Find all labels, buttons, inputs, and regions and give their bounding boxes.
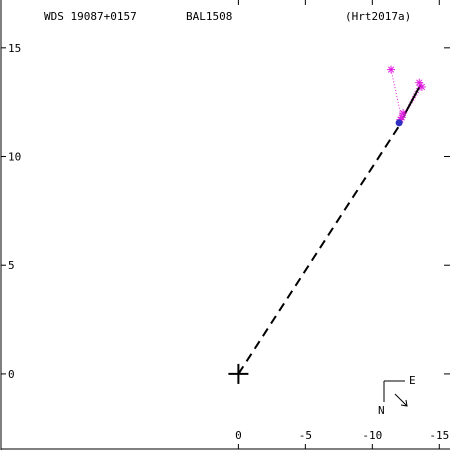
x-tick-label: -5 <box>299 429 312 442</box>
y-tick-label: 10 <box>8 151 21 164</box>
x-tick-label: 0 <box>235 429 242 442</box>
motion-arrow-head <box>400 399 408 407</box>
compass: E N <box>378 374 416 417</box>
x-tick-label: -10 <box>362 429 382 442</box>
compass-north-label: N <box>378 404 385 417</box>
y-tick-label: 15 <box>8 42 21 55</box>
measurement-point <box>387 65 396 74</box>
y-tick-label: 0 <box>8 368 15 381</box>
primary-star-marker <box>228 363 249 384</box>
compass-east-label: E <box>409 374 416 387</box>
motion-arrow-shaft <box>394 393 408 407</box>
orbit-reference: (Hrt2017a) <box>345 10 411 23</box>
wds-designation: WDS 19087+0157 <box>44 10 137 23</box>
plot-marks <box>228 65 426 384</box>
measurement-point <box>415 78 424 87</box>
line-of-nodes <box>237 121 403 375</box>
x-tick-label: -15 <box>429 429 449 442</box>
residual-line <box>390 69 403 120</box>
y-tick-label: 5 <box>8 259 15 272</box>
residual-line <box>401 82 420 120</box>
discoverer-code: BAL1508 <box>186 10 232 23</box>
latest-position-marker <box>395 119 403 127</box>
residual-line <box>401 86 423 120</box>
orbit-arc <box>400 84 422 121</box>
measurement-point <box>417 82 426 91</box>
